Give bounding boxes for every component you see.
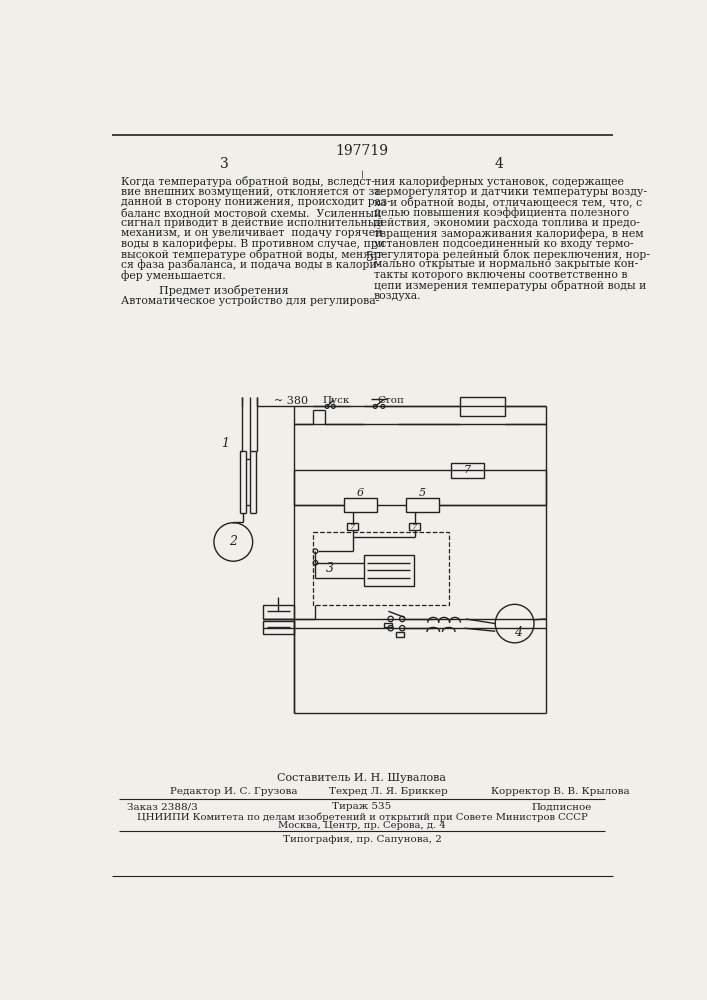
Text: Подписное: Подписное: [532, 802, 592, 811]
Text: Составитель И. Н. Шувалова: Составитель И. Н. Шувалова: [277, 773, 446, 783]
Text: 2: 2: [229, 535, 238, 548]
Bar: [396, 632, 404, 637]
Text: данной в сторону понижения, происходит раз-: данной в сторону понижения, происходит р…: [121, 197, 390, 207]
Text: действия, экономии расхода топлива и предо-: действия, экономии расхода топлива и пре…: [373, 218, 639, 228]
Text: мально открытые и нормально закрытые кон-: мально открытые и нормально закрытые кон…: [373, 259, 638, 269]
Bar: [409, 523, 420, 530]
Text: ха и обратной воды, отличающееся тем, что, с: ха и обратной воды, отличающееся тем, чт…: [373, 197, 642, 208]
Text: Предмет изобретения: Предмет изобретения: [159, 285, 289, 296]
Bar: [406, 498, 438, 512]
Text: ния калориферных установок, содержащее: ния калориферных установок, содержащее: [373, 176, 624, 187]
Text: 3: 3: [326, 562, 334, 575]
Text: целью повышения коэффициента полезного: целью повышения коэффициента полезного: [373, 207, 629, 218]
Text: 1: 1: [221, 437, 229, 450]
Text: механизм, и он увеличивает  подачу горячей: механизм, и он увеличивает подачу горяче…: [121, 228, 382, 238]
Bar: [385, 623, 392, 627]
Text: 5: 5: [419, 488, 426, 498]
Text: Техред Л. Я. Бриккер: Техред Л. Я. Бриккер: [329, 787, 448, 796]
Text: 6: 6: [357, 488, 364, 498]
Bar: [363, 555, 414, 586]
Text: Типография, пр. Сапунова, 2: Типография, пр. Сапунова, 2: [283, 835, 441, 844]
Text: 4: 4: [495, 157, 503, 171]
Text: установлен подсоединенный ко входу термо-: установлен подсоединенный ко входу термо…: [373, 239, 633, 249]
Text: баланс входной мостовой схемы.  Усиленный: баланс входной мостовой схемы. Усиленный: [121, 207, 381, 218]
Text: Редактор И. С. Грузова: Редактор И. С. Грузова: [170, 787, 297, 796]
Bar: [460, 397, 506, 416]
Text: такты которого включены соответственно в: такты которого включены соответственно в: [373, 270, 627, 280]
Text: Корректор В. В. Крылова: Корректор В. В. Крылова: [491, 787, 630, 796]
Text: ЦНИИПИ Комитета по делам изобретений и открытий при Совете Министров СССР: ЦНИИПИ Комитета по делам изобретений и о…: [136, 812, 588, 822]
Bar: [347, 523, 358, 530]
Bar: [344, 498, 377, 512]
Text: Москва, Центр, пр. Серова, д. 4: Москва, Центр, пр. Серова, д. 4: [278, 821, 446, 830]
Text: ся фаза разбаланса, и подача воды в калори-: ся фаза разбаланса, и подача воды в кало…: [121, 259, 380, 270]
Text: Тираж 535: Тираж 535: [332, 802, 392, 811]
Bar: [451, 463, 484, 478]
Text: 7: 7: [464, 465, 471, 475]
Text: вие внешних возмущений, отклоняется от за-: вие внешних возмущений, отклоняется от з…: [121, 187, 384, 197]
Text: Автоматическое устройство для регулирова-: Автоматическое устройство для регулирова…: [121, 296, 379, 306]
Text: высокой температуре обратной воды, меняет-: высокой температуре обратной воды, меняе…: [121, 249, 386, 260]
Text: терморегулятор и датчики температуры возду-: терморегулятор и датчики температуры воз…: [373, 187, 647, 197]
Bar: [263, 620, 293, 634]
Text: 7: 7: [350, 523, 356, 531]
Text: 197719: 197719: [335, 144, 388, 158]
Text: Когда температура обратной воды, вследст-: Когда температура обратной воды, вследст…: [121, 176, 375, 187]
Text: твращения замораживания калорифера, в нем: твращения замораживания калорифера, в не…: [373, 228, 643, 239]
Text: Заказ 2388/3: Заказ 2388/3: [127, 802, 198, 811]
Text: цепи измерения температуры обратной воды и: цепи измерения температуры обратной воды…: [373, 280, 646, 291]
Text: 4: 4: [515, 626, 522, 639]
Bar: [263, 605, 293, 619]
Text: фер уменьшается.: фер уменьшается.: [121, 270, 226, 281]
Text: сигнал приводит в действие исполнительный: сигнал приводит в действие исполнительны…: [121, 218, 384, 228]
Text: 3: 3: [220, 157, 228, 171]
Text: воздуха.: воздуха.: [373, 291, 421, 301]
Text: 5: 5: [366, 251, 374, 264]
Text: воды в калориферы. В противном случае, при: воды в калориферы. В противном случае, п…: [121, 239, 385, 249]
Text: Пуск: Пуск: [322, 396, 350, 405]
Text: 7: 7: [412, 523, 417, 531]
Text: регулятора релейный блок переключения, нор-: регулятора релейный блок переключения, н…: [373, 249, 650, 260]
Bar: [313, 532, 449, 605]
Text: Стоп: Стоп: [378, 396, 404, 405]
Text: ~ 380: ~ 380: [274, 396, 308, 406]
